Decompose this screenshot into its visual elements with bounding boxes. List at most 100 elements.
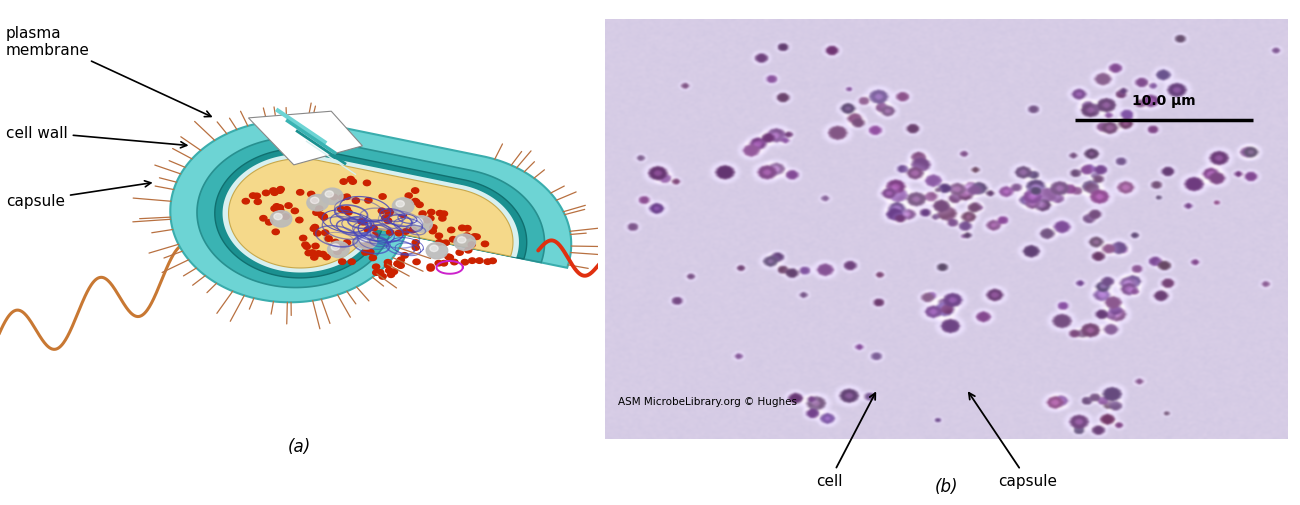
Circle shape — [396, 201, 404, 208]
Circle shape — [412, 199, 419, 205]
Circle shape — [306, 251, 312, 256]
Circle shape — [484, 260, 491, 265]
Circle shape — [441, 261, 447, 267]
Text: (b): (b) — [935, 477, 958, 495]
Circle shape — [270, 211, 291, 228]
Circle shape — [352, 198, 360, 204]
Circle shape — [402, 229, 410, 235]
Circle shape — [272, 230, 280, 235]
Text: (a): (a) — [287, 437, 311, 456]
Circle shape — [439, 216, 446, 222]
Circle shape — [325, 191, 334, 198]
Circle shape — [394, 262, 402, 267]
Polygon shape — [229, 160, 514, 269]
Circle shape — [369, 256, 377, 261]
Circle shape — [285, 204, 292, 209]
Circle shape — [380, 274, 386, 280]
Circle shape — [296, 218, 303, 223]
Circle shape — [398, 258, 404, 263]
Circle shape — [270, 207, 278, 212]
Text: 10.0 μm: 10.0 μm — [1132, 94, 1196, 108]
Circle shape — [328, 242, 350, 258]
Circle shape — [277, 187, 285, 192]
Circle shape — [468, 259, 476, 264]
Circle shape — [334, 249, 341, 255]
Circle shape — [296, 190, 304, 195]
Circle shape — [302, 242, 309, 248]
Circle shape — [316, 207, 322, 212]
Circle shape — [315, 251, 322, 257]
Circle shape — [282, 215, 289, 220]
Circle shape — [446, 255, 454, 261]
Circle shape — [311, 198, 318, 204]
Circle shape — [373, 270, 380, 276]
Circle shape — [360, 220, 367, 225]
Circle shape — [338, 245, 344, 251]
Circle shape — [312, 225, 318, 230]
Circle shape — [365, 242, 373, 247]
Circle shape — [311, 255, 318, 261]
Circle shape — [311, 199, 318, 204]
Circle shape — [254, 194, 260, 199]
Circle shape — [428, 210, 434, 216]
Circle shape — [260, 216, 266, 222]
Circle shape — [429, 229, 437, 234]
Polygon shape — [222, 155, 519, 273]
Circle shape — [476, 259, 484, 264]
Circle shape — [321, 189, 343, 205]
Circle shape — [436, 261, 442, 266]
Circle shape — [471, 234, 478, 240]
Circle shape — [343, 194, 351, 200]
Circle shape — [339, 208, 346, 214]
Circle shape — [464, 248, 472, 254]
Polygon shape — [198, 138, 545, 288]
Circle shape — [430, 225, 437, 231]
Circle shape — [343, 207, 351, 213]
Circle shape — [426, 216, 434, 222]
Circle shape — [437, 211, 443, 217]
Circle shape — [332, 244, 339, 251]
Circle shape — [406, 193, 412, 199]
Circle shape — [386, 209, 394, 215]
Circle shape — [242, 199, 250, 205]
Circle shape — [462, 260, 468, 266]
Circle shape — [255, 199, 261, 205]
Circle shape — [426, 265, 434, 270]
Circle shape — [274, 214, 282, 220]
Circle shape — [364, 181, 370, 186]
Circle shape — [386, 230, 394, 236]
Circle shape — [412, 188, 419, 194]
Circle shape — [330, 195, 338, 200]
Circle shape — [382, 216, 389, 221]
Circle shape — [454, 234, 476, 251]
Circle shape — [265, 220, 273, 226]
Circle shape — [338, 207, 344, 213]
Circle shape — [412, 240, 420, 246]
Circle shape — [456, 250, 463, 256]
Circle shape — [426, 266, 434, 272]
Circle shape — [339, 243, 346, 249]
Text: ASM MicrobeLibrary.org © Hughes: ASM MicrobeLibrary.org © Hughes — [619, 396, 797, 406]
Text: capsule: capsule — [968, 393, 1057, 488]
Circle shape — [250, 193, 256, 199]
Circle shape — [312, 244, 318, 249]
Circle shape — [464, 226, 471, 231]
Text: plasma
membrane: plasma membrane — [6, 26, 211, 118]
Circle shape — [307, 195, 329, 212]
Circle shape — [347, 177, 355, 182]
Circle shape — [436, 240, 443, 245]
Circle shape — [442, 240, 450, 246]
Circle shape — [263, 191, 269, 196]
Circle shape — [322, 255, 330, 260]
Circle shape — [373, 265, 380, 270]
Circle shape — [273, 205, 281, 210]
Circle shape — [412, 245, 420, 251]
Circle shape — [489, 259, 497, 264]
Circle shape — [396, 263, 404, 269]
Circle shape — [450, 237, 456, 242]
Circle shape — [311, 199, 317, 205]
Circle shape — [338, 260, 346, 265]
Circle shape — [313, 211, 320, 216]
Circle shape — [360, 243, 368, 248]
Circle shape — [451, 260, 458, 265]
